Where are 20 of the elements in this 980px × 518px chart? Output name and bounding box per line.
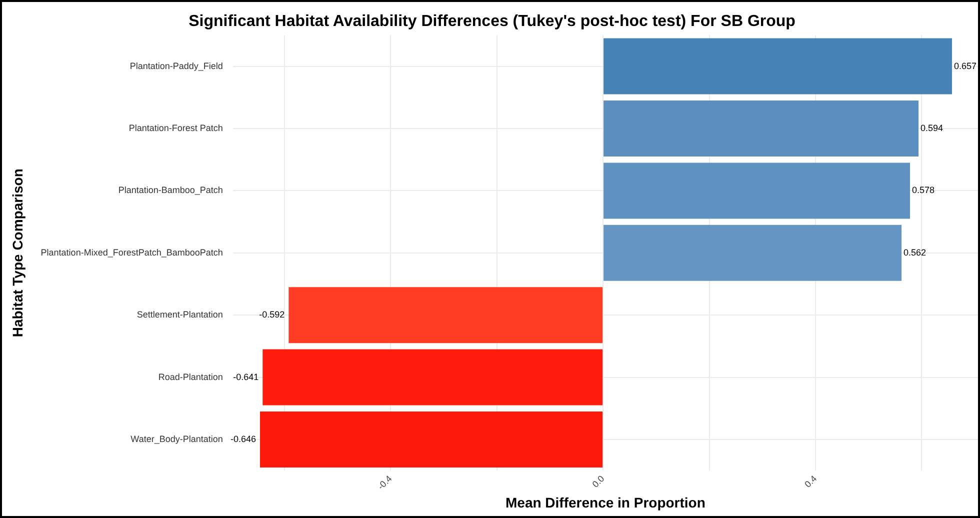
data-label: -0.641 [233,372,259,382]
y-tick-label: Water_Body-Plantation [130,434,223,444]
data-label: 0.578 [912,185,935,196]
x-tick-label: -0.4 [376,474,394,492]
y-tick-label: Road-Plantation [158,372,223,382]
y-tick-label: Plantation-Forest Patch [128,122,223,133]
y-tick-label: Plantation-Mixed_ForestPatch_BambooPatch [40,247,223,258]
x-tick-label: 0.0 [590,474,606,490]
y-tick-label: Plantation-Bamboo_Patch [118,185,223,196]
x-axis-title: Mean Difference in Proportion [505,494,706,510]
chart-title: Significant Habitat Availability Differences (Tukey's post-hoc test) For SB Group [188,13,796,30]
data-label: -0.592 [259,310,285,320]
data-label: 0.562 [904,247,926,258]
data-label: 0.657 [954,60,977,71]
y-tick-label: Plantation-Paddy_Field [130,60,223,71]
data-label: 0.594 [920,122,944,133]
x-tick-label: 0.4 [802,474,819,490]
y-axis-title: Habitat Type Comparison [9,168,26,338]
y-tick-label: Settlement-Plantation [136,310,223,320]
data-label: -0.646 [230,434,256,444]
